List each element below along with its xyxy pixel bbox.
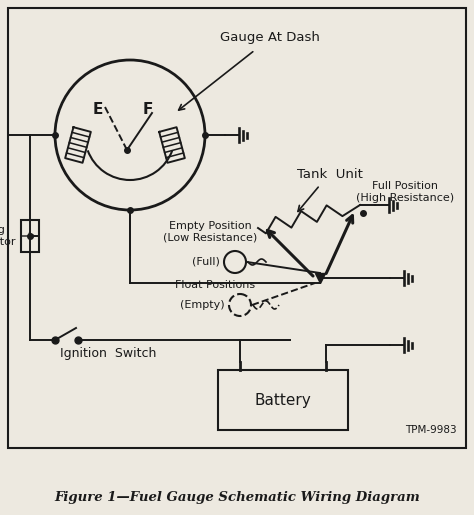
Bar <box>218 370 348 430</box>
Text: Wiring
Connector: Wiring Connector <box>0 225 16 247</box>
Text: Float Positions: Float Positions <box>175 280 255 290</box>
Text: E: E <box>93 102 103 117</box>
Text: Full Position
(High Resistance): Full Position (High Resistance) <box>356 181 454 203</box>
Text: Battery: Battery <box>255 392 311 407</box>
Bar <box>8 8 466 448</box>
Text: TPM-9983: TPM-9983 <box>405 425 456 435</box>
Text: Tank  Unit: Tank Unit <box>297 168 363 181</box>
Text: Figure 1—Fuel Gauge Schematic Wiring Diagram: Figure 1—Fuel Gauge Schematic Wiring Dia… <box>54 491 420 505</box>
Text: (Empty): (Empty) <box>181 300 225 310</box>
Text: Empty Position
(Low Resistance): Empty Position (Low Resistance) <box>163 221 257 243</box>
Text: (Full): (Full) <box>192 257 220 267</box>
Text: F: F <box>143 102 153 117</box>
Text: Ignition  Switch: Ignition Switch <box>60 348 156 360</box>
Text: Gauge At Dash: Gauge At Dash <box>220 31 320 44</box>
Bar <box>21 220 39 252</box>
